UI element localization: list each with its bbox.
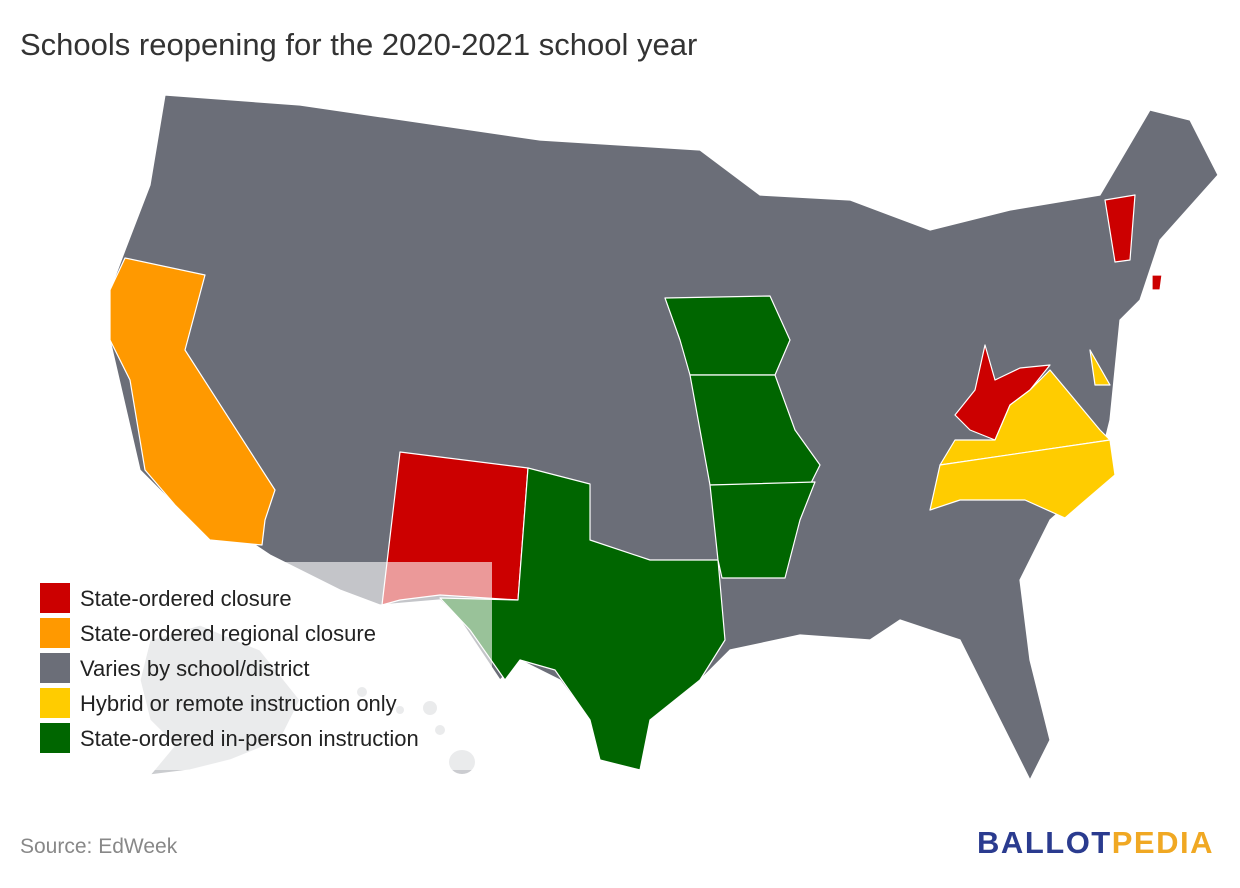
state	[929, 439, 1116, 519]
legend-label: Varies by school/district	[80, 656, 309, 681]
state	[109, 257, 276, 546]
state	[1151, 274, 1163, 291]
legend-swatch	[40, 653, 70, 683]
legend-label: State-ordered in-person instruction	[80, 726, 419, 751]
logo-part: BALLOT	[977, 825, 1112, 860]
title: Schools reopening for the 2020-2021 scho…	[20, 27, 697, 62]
states	[109, 94, 1219, 781]
state	[1104, 194, 1136, 263]
legend-label: State-ordered closure	[80, 586, 292, 611]
state	[709, 481, 816, 579]
state	[1089, 349, 1111, 386]
legend-swatch	[40, 618, 70, 648]
logo-part: PEDIA	[1112, 825, 1214, 860]
legend: State-ordered closure State-ordered regio…	[40, 583, 419, 753]
legend-swatch	[40, 688, 70, 718]
source: Source: EdWeek	[20, 835, 178, 858]
legend-swatch	[40, 583, 70, 613]
legend-backdrop	[30, 562, 492, 770]
legend-swatch	[40, 723, 70, 753]
us-base	[109, 94, 1219, 781]
legend-label: State-ordered regional closure	[80, 621, 376, 646]
legend-label: Hybrid or remote instruction only	[80, 691, 397, 716]
logo: BALLOTPEDIA	[977, 825, 1214, 860]
